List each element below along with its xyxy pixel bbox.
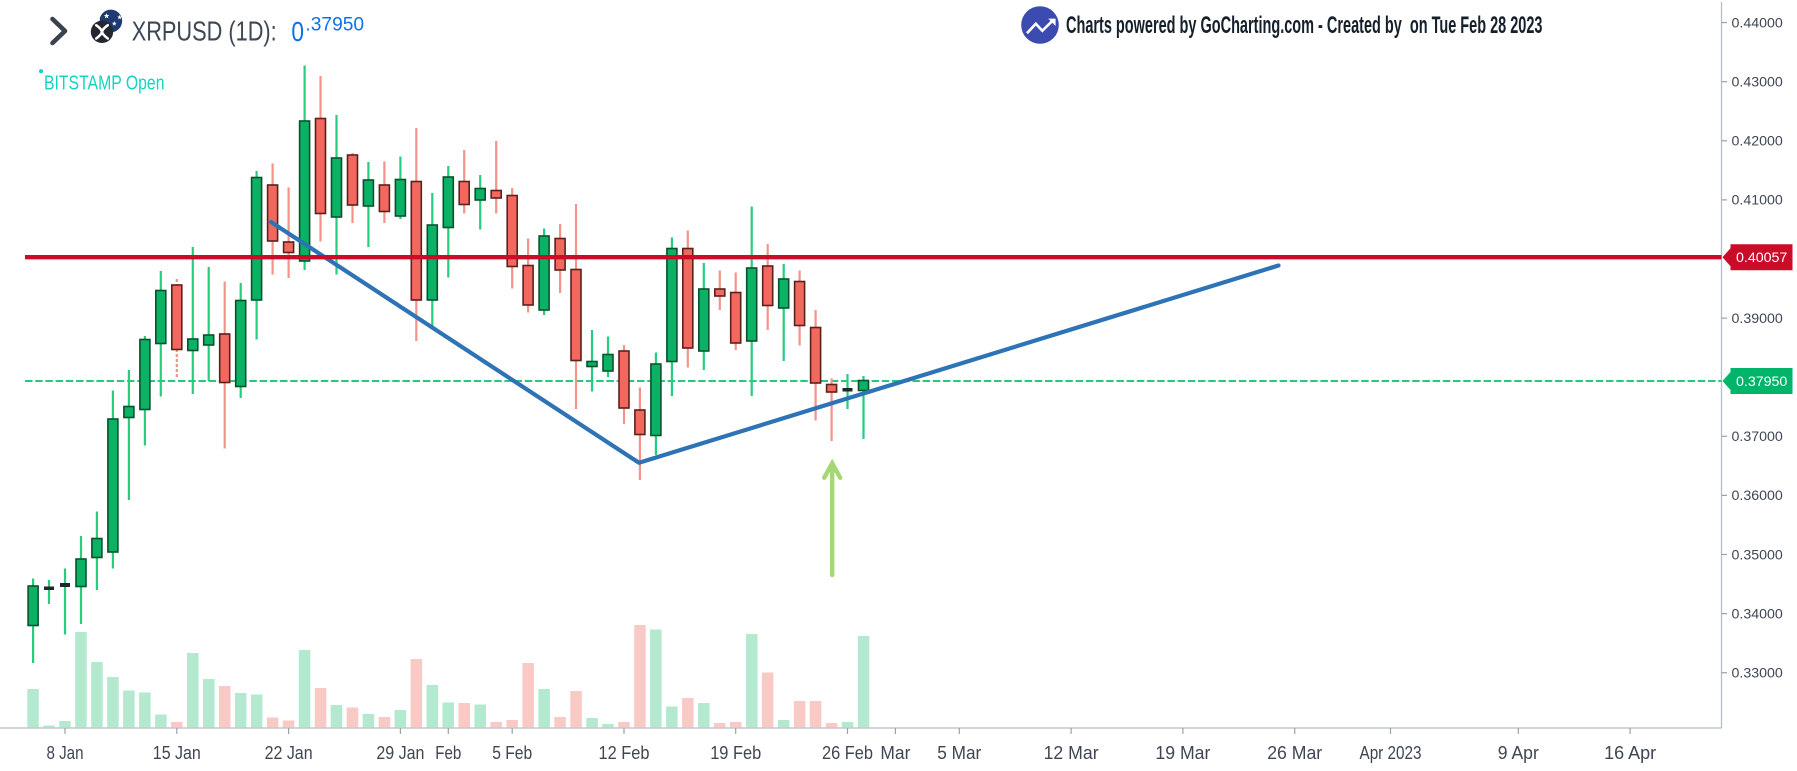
svg-text:29 Jan: 29 Jan xyxy=(376,742,424,763)
svg-text:XRPUSD (1D):: XRPUSD (1D): xyxy=(132,16,277,47)
svg-text:12 Mar: 12 Mar xyxy=(1044,742,1099,763)
svg-text:0.33000: 0.33000 xyxy=(1732,666,1783,682)
svg-text:9 Apr: 9 Apr xyxy=(1498,742,1539,763)
svg-text:19 Feb: 19 Feb xyxy=(710,742,761,763)
svg-text:0: 0 xyxy=(291,16,304,47)
svg-text:0.42000: 0.42000 xyxy=(1732,134,1783,150)
svg-text:0.40057: 0.40057 xyxy=(1736,250,1787,266)
svg-text:26 Mar: 26 Mar xyxy=(1267,742,1322,763)
svg-text:Mar: Mar xyxy=(880,742,910,763)
svg-text:12 Feb: 12 Feb xyxy=(599,742,650,763)
svg-text:0.41000: 0.41000 xyxy=(1732,193,1783,209)
svg-text:0.43000: 0.43000 xyxy=(1732,75,1783,91)
svg-text:19 Mar: 19 Mar xyxy=(1155,742,1210,763)
svg-text:8 Jan: 8 Jan xyxy=(47,742,84,763)
svg-text:0.35000: 0.35000 xyxy=(1732,547,1783,563)
svg-text:5 Mar: 5 Mar xyxy=(937,742,981,763)
svg-text:5 Feb: 5 Feb xyxy=(492,742,532,763)
svg-text:0.44000: 0.44000 xyxy=(1732,15,1783,31)
svg-text:Charts powered by GoCharting.c: Charts powered by GoCharting.com - Creat… xyxy=(1066,13,1543,39)
svg-text:.37950: .37950 xyxy=(305,15,364,36)
svg-text:0.34000: 0.34000 xyxy=(1732,606,1783,622)
svg-text:0.37950: 0.37950 xyxy=(1736,374,1787,390)
svg-text:22 Jan: 22 Jan xyxy=(265,742,313,763)
svg-text:BITSTAMP Open: BITSTAMP Open xyxy=(44,72,165,95)
svg-text:15 Jan: 15 Jan xyxy=(153,742,201,763)
svg-text:0.36000: 0.36000 xyxy=(1732,488,1783,504)
svg-text:0.39000: 0.39000 xyxy=(1732,311,1783,327)
svg-text:0.37000: 0.37000 xyxy=(1732,429,1783,445)
svg-text:Feb: Feb xyxy=(435,742,461,763)
svg-text:16 Apr: 16 Apr xyxy=(1604,742,1656,763)
svg-text:26 Feb: 26 Feb xyxy=(822,742,873,763)
svg-text:Apr 2023: Apr 2023 xyxy=(1360,742,1422,763)
